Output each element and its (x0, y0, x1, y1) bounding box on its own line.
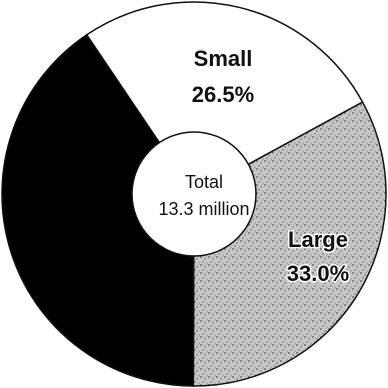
center-total-label: Total (185, 172, 223, 192)
pie-slice-small (85, 1, 364, 195)
center-hole (131, 131, 257, 257)
slice-label-small: Small (194, 46, 253, 71)
slice-value-large: 33.0% (287, 261, 349, 286)
slice-value-small: 26.5% (192, 82, 254, 107)
slice-label-large: Large (288, 227, 348, 252)
center-total-value: 13.3 million (158, 199, 249, 219)
pie-slice-unlabeled-2 (1, 33, 195, 387)
labels-layer: Small 26.5% Large 33.0% (192, 46, 351, 288)
